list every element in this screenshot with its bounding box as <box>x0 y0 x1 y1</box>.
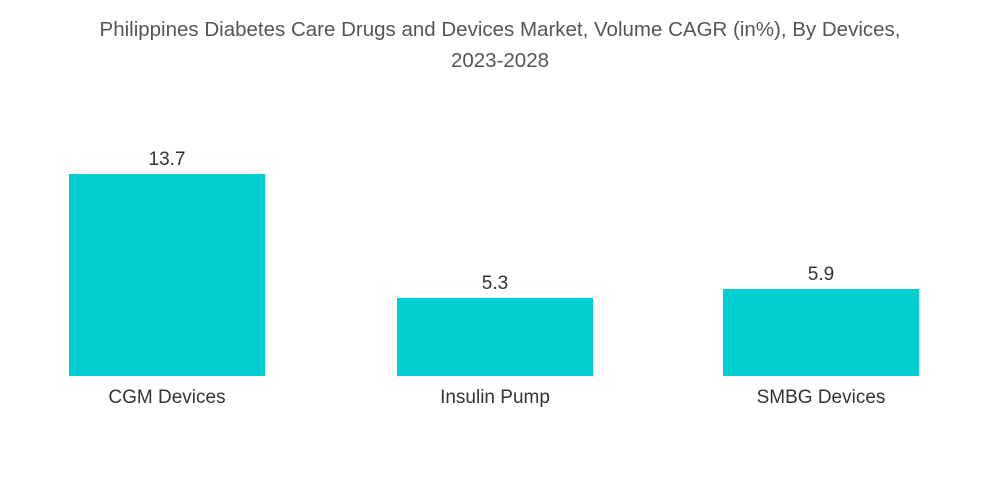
x-tick-label-cgm-devices: CGM Devices <box>108 387 225 408</box>
chart-title: Philippines Diabetes Care Drugs and Devi… <box>0 14 1000 76</box>
bar-insulin-pump <box>397 297 593 376</box>
x-tick-label-smbg-devices: SMBG Devices <box>757 387 886 408</box>
bar-smbg-devices <box>723 289 919 376</box>
x-tick-label-insulin-pump: Insulin Pump <box>440 387 550 408</box>
chart-title-line-2: 2023-2028 <box>450 49 550 72</box>
value-label-cgm-devices: 13.7 <box>149 149 186 170</box>
bar-cgm-devices <box>69 174 265 376</box>
value-label-smbg-devices: 5.9 <box>808 264 834 285</box>
value-label-insulin-pump: 5.3 <box>482 273 508 294</box>
chart-title-line-1: Philippines Diabetes Care Drugs and Devi… <box>99 18 901 41</box>
